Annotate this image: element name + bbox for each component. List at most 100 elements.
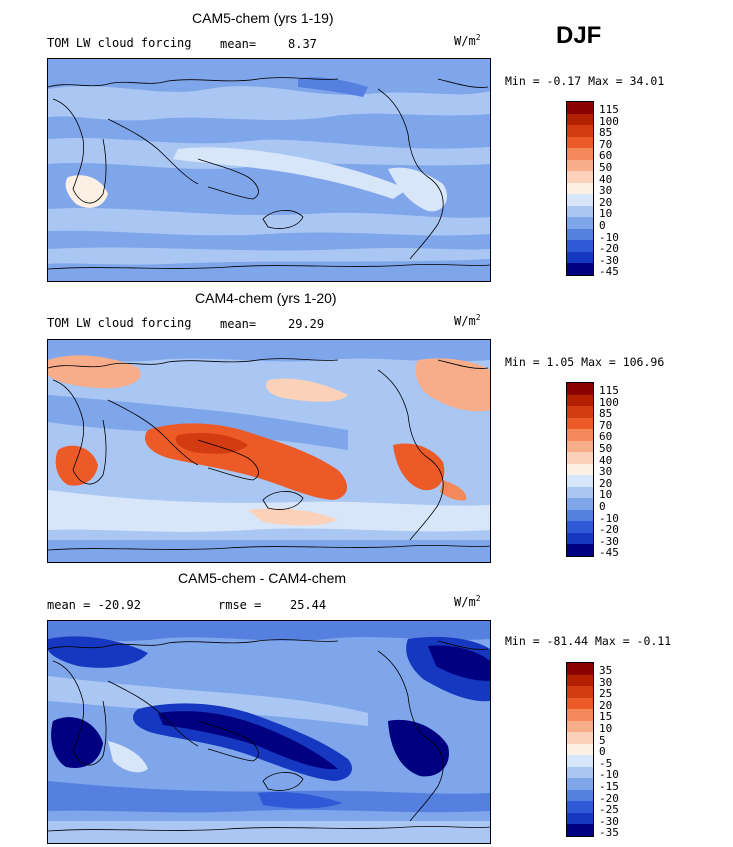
- panel3-mean-label: mean = -20.92: [47, 598, 141, 612]
- colorbar-swatch: [567, 475, 593, 487]
- colorbar-tick-label: -25: [599, 803, 619, 817]
- colorbar-swatch: [567, 394, 593, 407]
- panel2-units: W/m2: [454, 313, 481, 328]
- colorbar-swatch: [567, 113, 593, 126]
- colorbar-tick-label: -30: [599, 253, 619, 267]
- colorbar-swatch: [567, 251, 593, 264]
- colorbar-swatch: [567, 801, 593, 813]
- colorbar-tick-label: 40: [599, 453, 613, 467]
- colorbar-tick-label: 50: [599, 441, 613, 455]
- panel1-colorbar: [566, 101, 594, 276]
- colorbar-swatch: [567, 778, 593, 790]
- colorbar-tick-label: 35: [599, 664, 613, 677]
- colorbar-tick-label: -10: [599, 230, 619, 244]
- colorbar-swatch: [567, 148, 593, 160]
- colorbar-swatch: [567, 136, 593, 149]
- colorbar-swatch: [567, 709, 593, 721]
- colorbar-tick-label: 20: [599, 195, 613, 209]
- panel2-stat-label: mean=: [220, 317, 257, 331]
- colorbar-swatch: [567, 686, 593, 698]
- colorbar-swatch: [567, 486, 593, 499]
- panel2-minmax: Min = 1.05 Max = 106.96: [505, 355, 665, 369]
- colorbar-tick-label: 50: [599, 160, 613, 174]
- colorbar-swatch: [567, 498, 593, 510]
- colorbar-swatch: [567, 383, 593, 395]
- colorbar-swatch: [567, 429, 593, 441]
- colorbar-tick-label: 5: [599, 733, 606, 747]
- colorbar-swatch: [567, 417, 593, 430]
- colorbar-swatch: [567, 720, 593, 733]
- colorbar-tick-label: -10: [599, 768, 619, 782]
- colorbar-tick-label: 10: [599, 721, 613, 735]
- colorbar-tick-label: 85: [599, 407, 613, 421]
- colorbar-tick-label: 15: [599, 710, 613, 724]
- colorbar-swatch: [567, 509, 593, 522]
- panel1-stat-label: mean=: [220, 37, 257, 51]
- colorbar-tick-label: 60: [599, 430, 613, 444]
- colorbar-tick-label: -15: [599, 779, 619, 793]
- colorbar-swatch: [567, 544, 593, 556]
- colorbar-swatch: [567, 217, 593, 229]
- colorbar-swatch: [567, 789, 593, 802]
- panel3-title: CAM5-chem - CAM4-chem: [178, 570, 347, 586]
- panel3-map: [47, 620, 491, 844]
- colorbar-swatch: [567, 812, 593, 825]
- colorbar-swatch: [567, 406, 593, 418]
- colorbar-tick-label: -10: [599, 511, 619, 525]
- colorbar-swatch: [567, 463, 593, 476]
- colorbar-swatch: [567, 228, 593, 241]
- colorbar-tick-label: 20: [599, 476, 613, 490]
- panel3-stat-value: 25.44: [290, 598, 327, 612]
- panel3-minmax: Min = -81.44 Max = -0.11: [505, 634, 672, 648]
- colorbar-tick-label: 70: [599, 418, 613, 432]
- colorbar-swatch: [567, 674, 593, 687]
- colorbar-swatch: [567, 205, 593, 218]
- colorbar-swatch: [567, 521, 593, 533]
- colorbar-swatch: [567, 194, 593, 206]
- colorbar-tick-label: 10: [599, 207, 613, 221]
- colorbar-swatch: [567, 182, 593, 195]
- season-label: DJF: [556, 22, 602, 49]
- colorbar-swatch: [567, 755, 593, 767]
- colorbar-swatch: [567, 125, 593, 137]
- colorbar-swatch: [567, 697, 593, 710]
- colorbar-swatch: [567, 240, 593, 252]
- colorbar-tick-label: 100: [599, 395, 619, 409]
- colorbar-tick-label: 115: [599, 384, 619, 397]
- panel1-map: [47, 58, 491, 282]
- colorbar-tick-label: 20: [599, 698, 613, 712]
- panel3-colorbar: [566, 662, 594, 837]
- colorbar-swatch: [567, 440, 593, 453]
- panel1-field-label: TOM LW cloud forcing: [47, 36, 192, 50]
- colorbar-swatch: [567, 263, 593, 275]
- panel3-colorbar-ticks: 35 30 25 20 15 10 5 0 -5 -10 -15 -20 -25 -30 -35: [599, 665, 619, 839]
- colorbar-tick-label: -20: [599, 523, 619, 537]
- colorbar-swatch: [567, 532, 593, 545]
- panel2-colorbar-ticks: 115 100 85 70 60 50 40 30 20 10 0 -10 -20 -30 -45: [599, 385, 619, 559]
- colorbar-tick-label: -20: [599, 791, 619, 805]
- colorbar-swatch: [567, 743, 593, 756]
- panel2-field-label: TOM LW cloud forcing: [47, 316, 192, 330]
- panel1-title: CAM5-chem (yrs 1-19): [192, 10, 334, 26]
- panel2-title: CAM4-chem (yrs 1-20): [195, 290, 337, 306]
- panel2-stat-value: 29.29: [288, 317, 325, 331]
- colorbar-swatch: [567, 766, 593, 779]
- colorbar-tick-label: -20: [599, 242, 619, 256]
- panel2-colorbar: [566, 382, 594, 557]
- panel1-stat-value: 8.37: [288, 37, 317, 51]
- colorbar-tick-label: 0: [599, 499, 606, 513]
- panel1-colorbar-ticks: 115 100 85 70 60 50 40 30 20 10 0 -10 -20 -30 -45: [599, 104, 619, 278]
- colorbar-swatch: [567, 824, 593, 836]
- colorbar-tick-label: 115: [599, 103, 619, 116]
- colorbar-tick-label: 40: [599, 172, 613, 186]
- colorbar-tick-label: 70: [599, 137, 613, 151]
- colorbar-swatch: [567, 452, 593, 464]
- colorbar-tick-label: 85: [599, 126, 613, 140]
- colorbar-tick-label: 30: [599, 675, 613, 689]
- colorbar-tick-label: -45: [599, 265, 619, 279]
- colorbar-swatch: [567, 171, 593, 183]
- colorbar-tick-label: 100: [599, 114, 619, 128]
- colorbar-tick-label: 60: [599, 149, 613, 163]
- colorbar-tick-label: 30: [599, 465, 613, 479]
- colorbar-tick-label: -30: [599, 534, 619, 548]
